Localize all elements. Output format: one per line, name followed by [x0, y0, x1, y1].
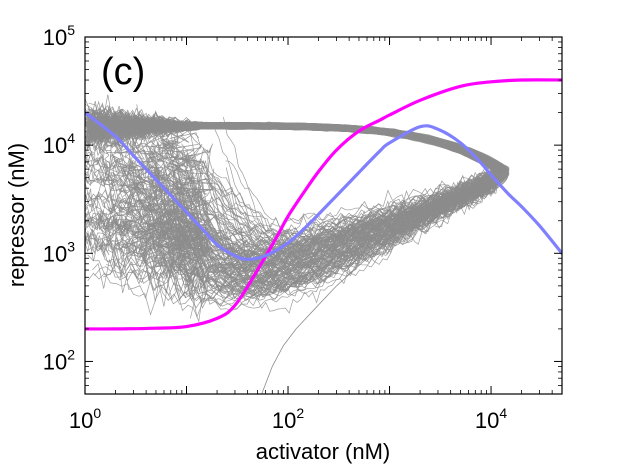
trajectory-line [85, 206, 202, 250]
trajectory-line [85, 163, 203, 206]
y-tick-label: 103 [43, 238, 75, 266]
trajectory-line [87, 117, 495, 268]
trajectory-line [85, 211, 211, 259]
tick-label-layer: 100 102 104 102 103 104 105 [43, 22, 508, 433]
y-axis-title: repressor (nM) [4, 143, 29, 287]
trajectory-line [85, 114, 214, 154]
y-tick-label: 104 [43, 130, 75, 158]
x-axis-title: activator (nM) [256, 439, 390, 464]
trajectory-line [85, 172, 212, 207]
trajectory-line [85, 154, 213, 194]
trajectory-line [85, 136, 207, 178]
trajectory-line [85, 130, 203, 168]
y-tick-label: 105 [43, 22, 75, 50]
trajectory-line [85, 191, 207, 230]
trajectory-line [85, 209, 206, 256]
trajectory-line [85, 108, 501, 257]
panel-label: (c) [101, 51, 145, 93]
trajectory-line [85, 188, 209, 232]
trajectory-line [85, 228, 206, 273]
nullcline-layer [85, 78, 562, 331]
trajectory-outlier-line [261, 182, 492, 394]
trajectory-line [89, 120, 502, 234]
repressor-nullcline-line [85, 111, 562, 261]
trajectory-line [85, 237, 202, 282]
tick-layer [84, 36, 563, 395]
plot-frame [84, 36, 563, 395]
activator-nullcline-line [85, 78, 562, 331]
x-tick-label: 104 [475, 405, 507, 433]
x-tick-label: 100 [69, 405, 101, 433]
y-tick-label: 102 [43, 346, 75, 374]
trajectory-layer [85, 94, 510, 394]
x-tick-label: 102 [272, 405, 304, 433]
trajectory-line [85, 150, 213, 184]
trajectory-line [85, 128, 211, 174]
trajectory-line [88, 110, 501, 261]
trajectory-line [85, 133, 204, 175]
trajectory-line [85, 177, 212, 223]
